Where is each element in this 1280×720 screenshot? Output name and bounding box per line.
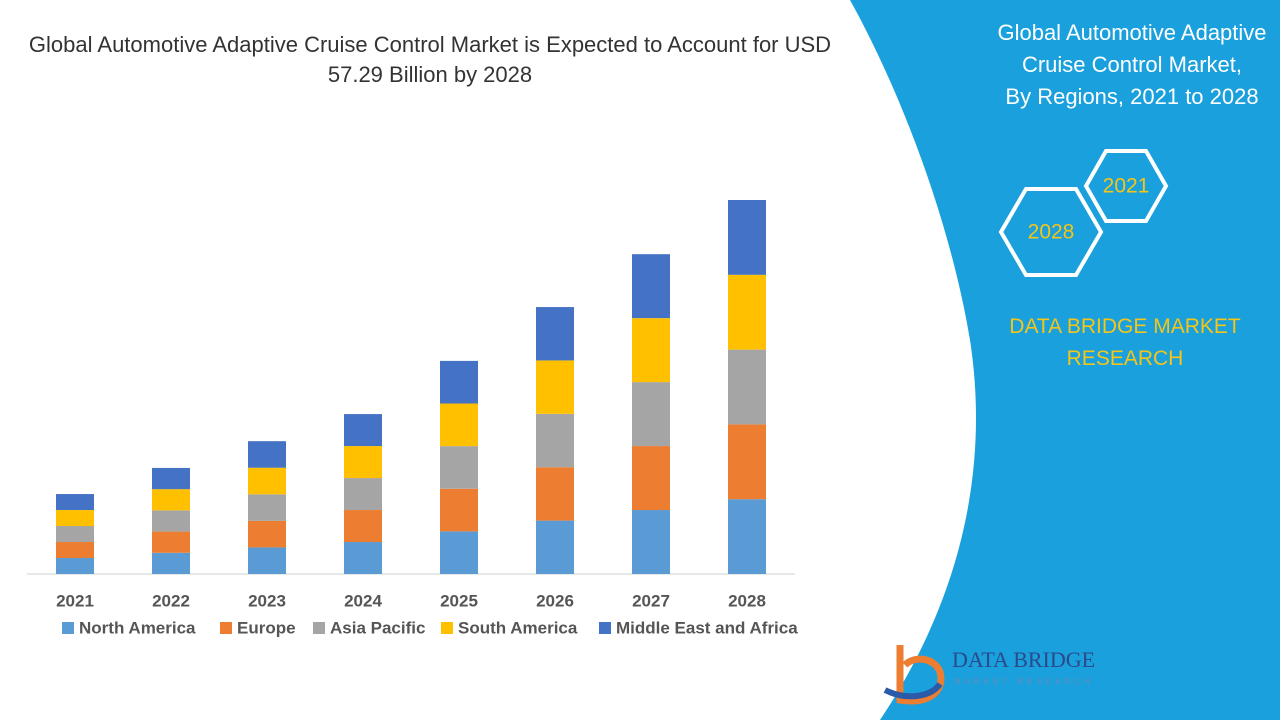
bar-segment bbox=[56, 542, 94, 559]
legend-label: Middle East and Africa bbox=[616, 618, 798, 637]
bar-segment bbox=[248, 520, 286, 548]
bar-segment bbox=[440, 360, 478, 404]
bar-segment bbox=[728, 200, 766, 275]
bar-segment bbox=[56, 558, 94, 574]
bar-segment bbox=[536, 520, 574, 574]
bar-segment bbox=[152, 531, 190, 553]
x-tick-label: 2024 bbox=[344, 591, 382, 610]
hexagon bbox=[1083, 149, 1169, 223]
bar-segment bbox=[632, 254, 670, 319]
x-tick-label: 2027 bbox=[632, 591, 670, 610]
x-tick-label: 2022 bbox=[152, 591, 190, 610]
legend-label: South America bbox=[458, 618, 578, 637]
legend-swatch bbox=[441, 622, 453, 634]
x-tick-label: 2021 bbox=[56, 591, 94, 610]
bar-segment bbox=[56, 526, 94, 543]
panel-title: Cruise Control Market, bbox=[1022, 52, 1242, 77]
bar-segment bbox=[152, 467, 190, 490]
chart-title: Global Automotive Adaptive Cruise Contro… bbox=[28, 32, 832, 87]
logo-tagline: MARKET RESEARCH bbox=[954, 677, 1094, 686]
bar-segment bbox=[344, 542, 382, 574]
bar-segment bbox=[152, 552, 190, 574]
hexagon-label: 2028 bbox=[1028, 221, 1075, 244]
legend-label: Europe bbox=[237, 618, 296, 637]
bar-segment bbox=[56, 510, 94, 527]
bar-segment bbox=[152, 489, 190, 511]
legend-swatch bbox=[599, 622, 611, 634]
x-tick-label: 2028 bbox=[728, 591, 766, 610]
bar-segment bbox=[728, 424, 766, 500]
bar-segment bbox=[440, 488, 478, 532]
bar-segment bbox=[536, 413, 574, 468]
logo-mark bbox=[883, 682, 943, 700]
bar-segment bbox=[248, 547, 286, 574]
bar-segment bbox=[536, 360, 574, 414]
legend-label: North America bbox=[79, 618, 196, 637]
legend-swatch bbox=[313, 622, 325, 634]
bar-segment bbox=[440, 403, 478, 447]
logo-name: DATA BRIDGE bbox=[952, 647, 1095, 672]
bar-segment bbox=[440, 446, 478, 489]
hexagon bbox=[998, 187, 1104, 277]
x-tick-label: 2026 bbox=[536, 591, 574, 610]
bar-segment bbox=[248, 494, 286, 521]
bar-segment bbox=[344, 510, 382, 543]
bar-segment bbox=[536, 307, 574, 361]
bar-segment bbox=[344, 478, 382, 511]
bar-segment bbox=[728, 349, 766, 425]
bar-segment bbox=[440, 531, 478, 574]
bar-segment bbox=[632, 318, 670, 383]
legend-swatch bbox=[220, 622, 232, 634]
bar-segment bbox=[728, 499, 766, 574]
hexagon-label: 2021 bbox=[1103, 175, 1150, 198]
logo-mark bbox=[896, 645, 945, 705]
bar-segment bbox=[248, 467, 286, 495]
bar-segment bbox=[152, 510, 190, 532]
legend-label: Asia Pacific bbox=[330, 618, 425, 637]
bar-segment bbox=[344, 414, 382, 447]
bar-segment bbox=[632, 446, 670, 511]
bar-segment bbox=[56, 494, 94, 511]
bar-segment bbox=[536, 467, 574, 521]
brand: DATA BRIDGE MARKET RESEARCH bbox=[1009, 315, 1241, 370]
legend-swatch bbox=[62, 622, 74, 634]
bar-segment bbox=[344, 446, 382, 479]
x-tick-label: 2023 bbox=[248, 591, 286, 610]
panel-title: Global Automotive Adaptive bbox=[997, 20, 1266, 45]
bar-segment bbox=[632, 382, 670, 447]
bar-segment bbox=[248, 441, 286, 468]
side-panel bbox=[850, 0, 1280, 720]
bar-segment bbox=[728, 274, 766, 350]
panel-title: By Regions, 2021 to 2028 bbox=[1005, 84, 1258, 109]
x-tick-label: 2025 bbox=[440, 591, 478, 610]
bar-segment bbox=[632, 510, 670, 574]
